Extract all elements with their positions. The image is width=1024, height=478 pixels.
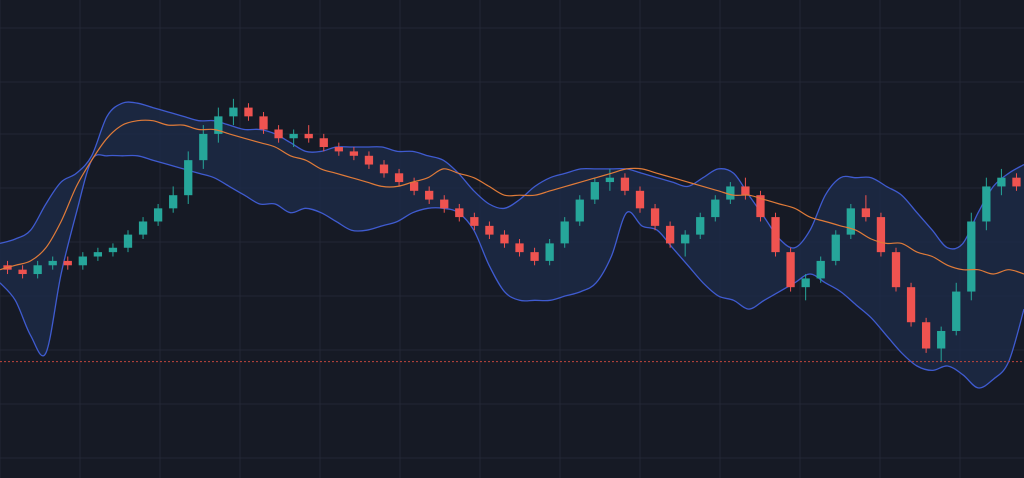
candle-body bbox=[650, 208, 660, 226]
candle-body bbox=[515, 243, 524, 253]
candle-body bbox=[63, 260, 72, 266]
candle-body bbox=[967, 221, 976, 292]
candle-body bbox=[184, 160, 193, 196]
candle-body bbox=[786, 252, 795, 288]
candle-body bbox=[455, 208, 464, 218]
candle-body bbox=[304, 133, 313, 139]
candle-body bbox=[485, 225, 494, 235]
candle-body bbox=[921, 322, 931, 349]
candle-body bbox=[952, 291, 961, 331]
candle-body bbox=[48, 260, 57, 266]
candle-body bbox=[214, 116, 223, 134]
bollinger-upper-band bbox=[0, 101, 1024, 250]
candle-body bbox=[590, 182, 599, 200]
candle-body bbox=[891, 252, 901, 288]
candle-body bbox=[530, 252, 539, 261]
candle-body bbox=[620, 177, 630, 191]
candle-body bbox=[394, 173, 404, 183]
candle-body bbox=[861, 208, 871, 218]
candle-body bbox=[681, 234, 690, 244]
candle-body bbox=[123, 234, 133, 248]
candle-body bbox=[801, 278, 810, 288]
candle-body bbox=[409, 182, 419, 191]
candle-body bbox=[289, 133, 298, 139]
bollinger-lower-band bbox=[0, 154, 1024, 389]
candle-body bbox=[78, 256, 87, 266]
candle-body bbox=[1012, 177, 1021, 187]
candle-body bbox=[334, 147, 343, 152]
candle-body bbox=[229, 107, 238, 117]
candle-body bbox=[425, 190, 434, 200]
candle-body bbox=[575, 199, 584, 222]
candle-body bbox=[726, 186, 735, 200]
candle-body bbox=[545, 243, 554, 261]
candle-body bbox=[199, 133, 208, 161]
candle-body bbox=[982, 186, 991, 222]
candle-body bbox=[364, 155, 374, 165]
candle-body bbox=[470, 217, 479, 226]
candle-body bbox=[756, 195, 765, 218]
candle-body bbox=[711, 199, 720, 218]
candlesticks bbox=[3, 98, 1021, 362]
candle-body bbox=[93, 252, 103, 257]
moving-average-line bbox=[0, 119, 1024, 275]
candle-body bbox=[696, 217, 705, 235]
candle-body bbox=[259, 116, 268, 130]
bollinger-band-fill bbox=[0, 102, 1024, 388]
candle-body bbox=[379, 164, 389, 174]
candle-body bbox=[18, 269, 27, 275]
candle-body bbox=[665, 225, 675, 244]
candle-body bbox=[319, 138, 328, 148]
candle-body bbox=[244, 107, 253, 117]
candle-body bbox=[831, 234, 840, 261]
candle-body bbox=[33, 265, 42, 275]
candle-body bbox=[153, 208, 163, 222]
candle-body bbox=[997, 177, 1006, 187]
candle-body bbox=[274, 129, 283, 139]
candle-body bbox=[349, 151, 359, 156]
candle-body bbox=[605, 177, 615, 183]
candle-body bbox=[906, 287, 916, 323]
candle-body bbox=[169, 195, 178, 209]
candle-body bbox=[937, 330, 946, 349]
candle-body bbox=[816, 260, 825, 279]
candle-body bbox=[500, 234, 509, 244]
candle-body bbox=[876, 217, 886, 253]
candle-body bbox=[108, 247, 118, 253]
candle-body bbox=[560, 221, 569, 244]
candle-body bbox=[635, 190, 645, 209]
candle-body bbox=[771, 217, 780, 253]
candle-body bbox=[846, 208, 855, 235]
candle-body bbox=[138, 221, 148, 235]
candle-body bbox=[440, 199, 449, 209]
candle-body bbox=[741, 186, 750, 196]
